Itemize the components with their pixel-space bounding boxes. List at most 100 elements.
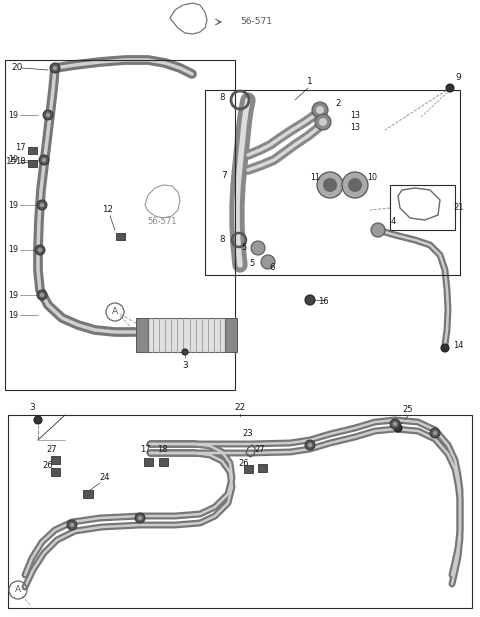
Circle shape [394, 424, 402, 432]
Text: 5: 5 [241, 244, 247, 252]
Text: 27: 27 [47, 445, 57, 455]
Circle shape [135, 513, 145, 523]
Circle shape [34, 416, 42, 424]
Circle shape [38, 248, 42, 252]
Circle shape [316, 106, 324, 114]
Text: A: A [112, 307, 118, 317]
Bar [27, 160, 36, 167]
Circle shape [138, 516, 142, 520]
Bar [50, 468, 60, 476]
Circle shape [305, 295, 315, 305]
Text: 23: 23 [243, 429, 253, 439]
Text: 2: 2 [335, 99, 341, 107]
Circle shape [251, 241, 265, 255]
Text: 20: 20 [12, 64, 23, 73]
Bar [27, 146, 36, 154]
Text: 18: 18 [15, 157, 25, 167]
Text: 1: 1 [307, 78, 313, 86]
Circle shape [317, 172, 343, 198]
Circle shape [305, 440, 315, 450]
Text: 5: 5 [250, 260, 254, 268]
Text: 19: 19 [8, 246, 18, 254]
Text: 16: 16 [318, 297, 328, 307]
Text: 8: 8 [219, 93, 225, 102]
Circle shape [441, 344, 449, 352]
Text: 19: 19 [8, 110, 18, 120]
Circle shape [342, 172, 368, 198]
Bar [225, 318, 237, 352]
Circle shape [323, 178, 337, 192]
Bar [205, 90, 460, 275]
Text: 13: 13 [350, 110, 360, 120]
Circle shape [433, 431, 437, 435]
Circle shape [42, 158, 46, 162]
Bar [8, 415, 472, 608]
Bar [148, 318, 225, 352]
Circle shape [67, 520, 77, 530]
Bar [158, 458, 168, 466]
Text: 21: 21 [453, 204, 464, 212]
Text: 27: 27 [255, 445, 265, 455]
Text: 19: 19 [8, 310, 18, 320]
Circle shape [46, 113, 50, 117]
Circle shape [261, 255, 275, 269]
Text: 25: 25 [403, 405, 413, 415]
Circle shape [348, 178, 362, 192]
Text: 3: 3 [29, 402, 35, 412]
Text: 18: 18 [156, 445, 168, 455]
Circle shape [37, 200, 47, 210]
Text: 26: 26 [239, 458, 249, 468]
Text: 7: 7 [221, 170, 227, 180]
Circle shape [430, 428, 440, 438]
Text: 6: 6 [269, 263, 275, 273]
Text: 19: 19 [8, 155, 18, 165]
Circle shape [182, 349, 188, 355]
Circle shape [315, 114, 331, 130]
Text: 8: 8 [219, 236, 225, 244]
Text: 9: 9 [455, 73, 461, 83]
Text: 11: 11 [310, 173, 320, 183]
Text: 19: 19 [8, 291, 18, 299]
Circle shape [70, 523, 74, 528]
Bar [50, 456, 60, 464]
Circle shape [312, 102, 328, 118]
Bar [136, 318, 148, 352]
Text: 4: 4 [390, 218, 396, 226]
Circle shape [371, 223, 385, 237]
Circle shape [40, 292, 44, 297]
Bar [116, 233, 124, 239]
Bar [83, 490, 93, 498]
Text: 17: 17 [15, 144, 25, 152]
Text: 15: 15 [6, 157, 18, 167]
Circle shape [53, 66, 57, 70]
Circle shape [37, 290, 47, 300]
Bar [257, 464, 266, 472]
Text: 19: 19 [8, 201, 18, 210]
Text: 3: 3 [182, 360, 188, 370]
Text: 10: 10 [367, 173, 377, 183]
Text: 22: 22 [234, 404, 246, 413]
Circle shape [39, 155, 49, 165]
Bar [390, 185, 455, 230]
Circle shape [35, 245, 45, 255]
Text: 17: 17 [140, 445, 150, 455]
Text: 14: 14 [453, 341, 463, 349]
Bar [5, 60, 235, 390]
Text: 56-571: 56-571 [147, 218, 177, 226]
Circle shape [319, 118, 327, 126]
Circle shape [308, 443, 312, 447]
Circle shape [40, 203, 44, 207]
Bar [243, 465, 252, 473]
Circle shape [446, 84, 454, 92]
Text: 56-571: 56-571 [240, 17, 272, 27]
Circle shape [393, 422, 397, 426]
Text: 26: 26 [43, 460, 53, 470]
Text: 13: 13 [350, 123, 360, 133]
Text: 24: 24 [100, 473, 110, 482]
Circle shape [43, 110, 53, 120]
Circle shape [390, 419, 400, 429]
Circle shape [50, 63, 60, 73]
Text: A: A [15, 586, 21, 595]
Bar [144, 458, 153, 466]
Text: 12: 12 [103, 205, 113, 215]
